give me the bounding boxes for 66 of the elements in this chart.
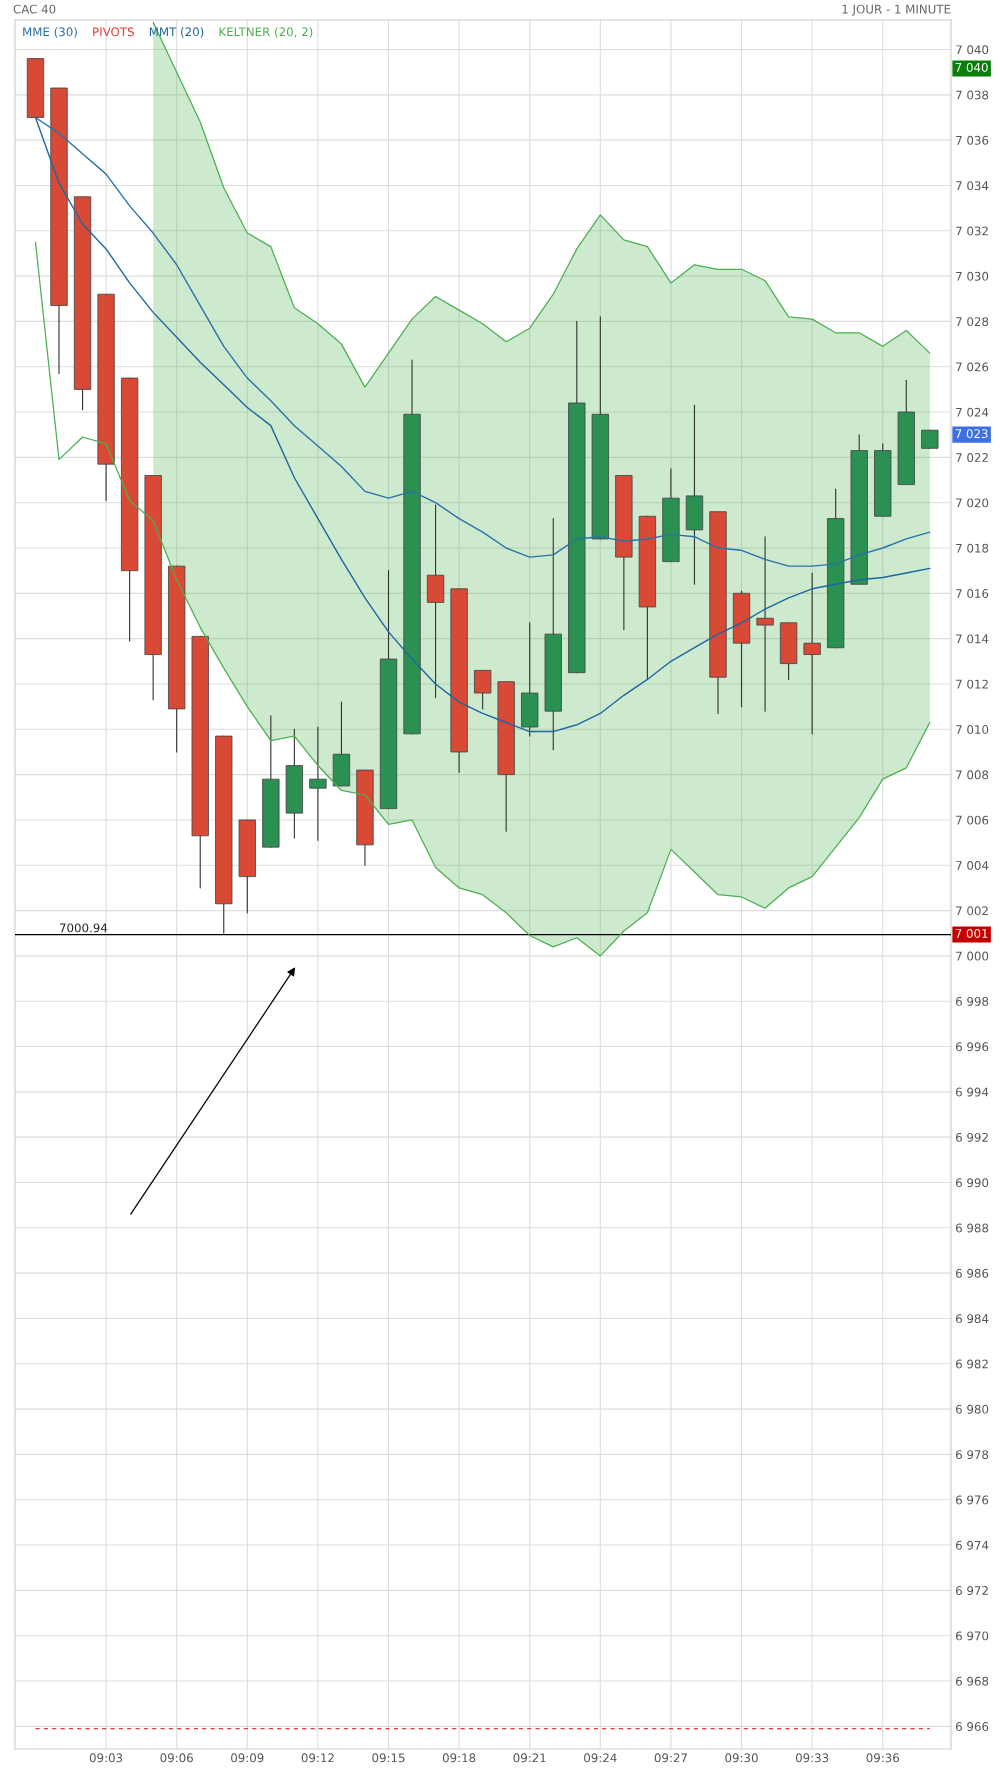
candlestick bbox=[921, 429, 939, 449]
y-tick-label: 7 004 bbox=[956, 860, 989, 870]
y-tick-label: 6 980 bbox=[955, 1404, 989, 1414]
y-tick-label: 7 024 bbox=[956, 407, 989, 417]
y-tick-label: 6 992 bbox=[955, 1132, 988, 1142]
text: 7 001 bbox=[955, 928, 988, 938]
y-tick-label: 6 984 bbox=[955, 1314, 989, 1324]
x-tick-label: 09:06 bbox=[160, 1753, 193, 1763]
text: PIVOTS bbox=[93, 27, 134, 37]
y-tick-label: 7 020 bbox=[956, 498, 989, 508]
y-tick-label: 6 976 bbox=[955, 1495, 989, 1505]
y-tick-label: 6 974 bbox=[955, 1540, 989, 1550]
y-tick-label: 7 028 bbox=[956, 317, 989, 327]
y-tick-label: 7 012 bbox=[956, 679, 988, 689]
y-tick-label: 6 968 bbox=[955, 1676, 989, 1686]
y-tick-label: 7 040 bbox=[956, 45, 989, 55]
text: MME (30) bbox=[23, 27, 77, 38]
chart-title: CAC 40 bbox=[13, 4, 56, 14]
x-tick-label: 09:33 bbox=[795, 1753, 829, 1763]
y-tick-label: 6 972 bbox=[955, 1586, 988, 1596]
y-tick-label: 7 018 bbox=[956, 543, 989, 553]
ref-line-label: 7000.94 bbox=[59, 923, 108, 933]
y-tick-label: 6 990 bbox=[955, 1178, 989, 1188]
text: 7 023 bbox=[955, 429, 988, 439]
y-tick-label: 6 966 bbox=[955, 1722, 989, 1731]
y-tick-label: 6 986 bbox=[955, 1268, 989, 1278]
y-tick-label: 6 978 bbox=[955, 1450, 989, 1460]
y-tick-label: 7 010 bbox=[956, 725, 989, 734]
line-series bbox=[34, 116, 931, 733]
x-tick-label: 09:30 bbox=[725, 1753, 758, 1763]
y-tick-label: 7 016 bbox=[956, 589, 989, 598]
y-tick-label: 6 996 bbox=[955, 1042, 989, 1052]
candlestick bbox=[473, 669, 492, 710]
line-series bbox=[152, 21, 931, 388]
y-tick-label: 7 022 bbox=[956, 453, 988, 463]
y-tick-label: 7 032 bbox=[956, 226, 988, 236]
y-tick-label: 6 994 bbox=[955, 1087, 989, 1097]
y-tick-label: 6 970 bbox=[955, 1631, 989, 1641]
x-tick-label: 09:21 bbox=[513, 1753, 546, 1763]
candlestick bbox=[803, 572, 821, 735]
chart-subtitle: 1 JOUR - 1 MINUTE bbox=[842, 4, 951, 16]
x-tick-label: 09:18 bbox=[442, 1753, 476, 1763]
y-tick-label: 7 030 bbox=[956, 271, 989, 281]
y-tick-label: 7 034 bbox=[956, 181, 989, 191]
y-tick-label: 7 014 bbox=[956, 634, 989, 644]
x-tick-label: 09:12 bbox=[301, 1753, 334, 1763]
y-tick-label: 7 038 bbox=[956, 90, 989, 100]
text: KELTNER (20, 2) bbox=[219, 27, 313, 38]
y-tick-label: 6 988 bbox=[955, 1223, 989, 1233]
line-series bbox=[34, 241, 931, 957]
x-tick-label: 09:15 bbox=[372, 1753, 405, 1763]
y-tick-label: 7 036 bbox=[956, 135, 989, 145]
y-tick-label: 7 000 bbox=[956, 951, 989, 961]
y-tick-label: 7 006 bbox=[956, 815, 989, 825]
y-tick-label: 7 026 bbox=[956, 362, 989, 372]
x-tick-label: 09:24 bbox=[584, 1753, 617, 1763]
candlestick bbox=[756, 536, 774, 712]
x-tick-label: 09:09 bbox=[231, 1753, 264, 1763]
y-tick-label: 6 998 bbox=[955, 996, 989, 1006]
y-tick-label: 7 008 bbox=[956, 770, 989, 780]
y-tick-label: 6 982 bbox=[955, 1359, 988, 1369]
candlestick bbox=[309, 726, 327, 841]
y-tick-label: 7 002 bbox=[956, 906, 988, 916]
x-tick-label: 09:03 bbox=[89, 1753, 123, 1763]
x-tick-label: 09:27 bbox=[654, 1753, 687, 1763]
x-tick-label: 09:36 bbox=[866, 1753, 900, 1763]
